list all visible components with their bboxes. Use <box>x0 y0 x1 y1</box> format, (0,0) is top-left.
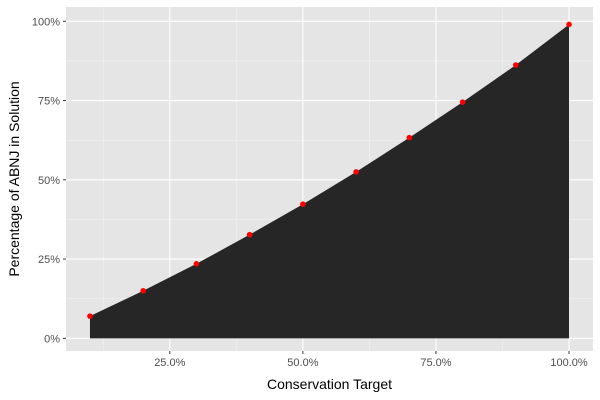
y-tick-label: 0% <box>44 333 60 345</box>
x-axis-ticks: 25.0% 50.0% 75.0% 100.0% <box>154 351 588 369</box>
y-tick-label: 100% <box>32 16 60 28</box>
data-points <box>87 21 572 319</box>
y-axis-title: Percentage of ABNJ in Solution <box>6 81 22 276</box>
y-tick-label: 75% <box>38 96 60 108</box>
data-point <box>246 231 253 238</box>
data-point <box>566 21 572 28</box>
data-point <box>140 287 146 294</box>
x-tick-label: 75.0% <box>420 357 451 369</box>
x-tick-label: 25.0% <box>154 357 185 369</box>
data-point <box>406 134 413 141</box>
y-tick-label: 25% <box>38 254 60 266</box>
data-point <box>459 99 466 105</box>
y-tick-label: 50% <box>38 175 60 187</box>
x-tick-label: 50.0% <box>287 357 318 369</box>
y-axis-ticks: 0% 25% 50% 75% 100% <box>32 16 66 345</box>
data-point <box>353 169 359 175</box>
data-point <box>513 62 519 68</box>
data-point <box>87 313 93 319</box>
data-point <box>300 201 306 208</box>
data-point <box>193 261 200 267</box>
x-axis-title: Conservation Target <box>267 376 392 392</box>
area-fill <box>89 24 570 339</box>
x-tick-label: 100.0% <box>550 357 588 369</box>
